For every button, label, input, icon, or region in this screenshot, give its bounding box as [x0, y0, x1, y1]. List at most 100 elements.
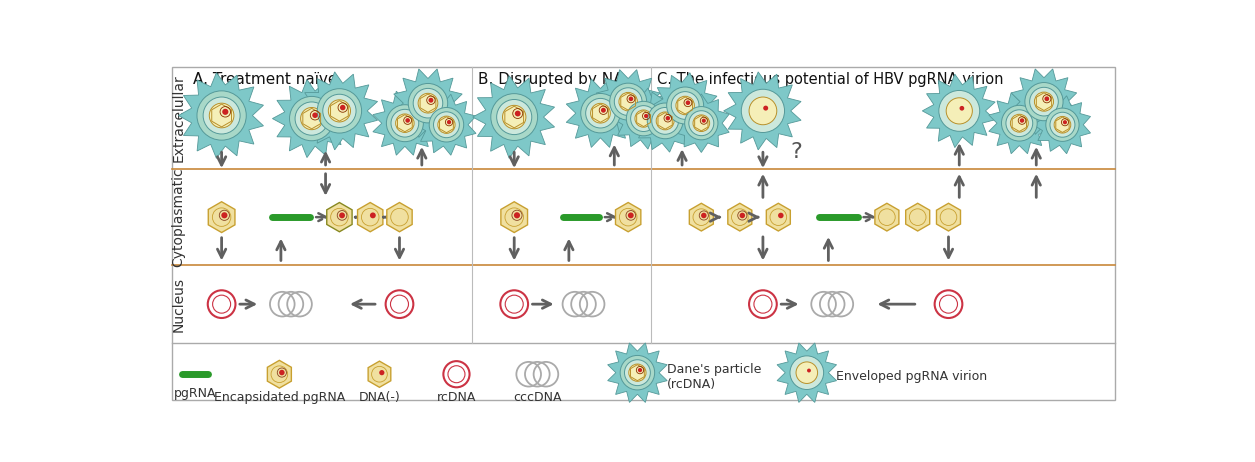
- Circle shape: [635, 110, 653, 127]
- Polygon shape: [473, 76, 555, 158]
- Polygon shape: [906, 203, 930, 231]
- Polygon shape: [178, 73, 264, 158]
- Polygon shape: [368, 361, 390, 387]
- Circle shape: [312, 112, 318, 118]
- Circle shape: [491, 94, 537, 140]
- Circle shape: [693, 115, 709, 132]
- Circle shape: [387, 105, 423, 142]
- Circle shape: [666, 87, 704, 124]
- Circle shape: [749, 97, 777, 125]
- Circle shape: [429, 108, 463, 142]
- Circle shape: [323, 94, 356, 128]
- Polygon shape: [1033, 96, 1091, 154]
- Circle shape: [630, 106, 656, 132]
- Text: Cytoplasmatic: Cytoplasmatic: [172, 167, 186, 267]
- Text: Encapsidated pgRNA: Encapsidated pgRNA: [213, 391, 345, 404]
- Polygon shape: [612, 88, 673, 149]
- Text: cccDNA: cccDNA: [513, 391, 561, 404]
- Polygon shape: [653, 73, 717, 138]
- Polygon shape: [373, 91, 437, 155]
- Circle shape: [295, 102, 329, 135]
- Circle shape: [1054, 116, 1071, 133]
- Circle shape: [290, 97, 334, 141]
- Polygon shape: [936, 203, 960, 231]
- Circle shape: [796, 362, 817, 383]
- Text: B. Disrupted by NA: B. Disrupted by NA: [478, 72, 624, 86]
- Circle shape: [644, 114, 649, 118]
- Circle shape: [671, 91, 699, 119]
- Circle shape: [610, 83, 646, 120]
- Circle shape: [789, 356, 823, 389]
- Circle shape: [418, 93, 438, 113]
- Circle shape: [497, 99, 532, 134]
- Polygon shape: [566, 79, 635, 147]
- Polygon shape: [728, 203, 752, 231]
- Polygon shape: [208, 202, 235, 232]
- Circle shape: [408, 84, 448, 123]
- Circle shape: [329, 100, 350, 122]
- Polygon shape: [607, 343, 668, 402]
- Circle shape: [676, 96, 694, 115]
- Polygon shape: [989, 93, 1050, 154]
- Circle shape: [438, 116, 456, 134]
- Circle shape: [629, 97, 634, 101]
- Circle shape: [620, 355, 655, 390]
- Polygon shape: [501, 202, 527, 232]
- Circle shape: [203, 97, 240, 134]
- Polygon shape: [689, 203, 713, 231]
- Circle shape: [685, 107, 718, 140]
- Circle shape: [210, 103, 233, 128]
- Text: Extracelullar: Extracelullar: [172, 74, 186, 162]
- Circle shape: [413, 88, 443, 118]
- Circle shape: [638, 368, 643, 372]
- Circle shape: [625, 360, 650, 386]
- Circle shape: [946, 98, 973, 124]
- Circle shape: [221, 212, 227, 219]
- Circle shape: [648, 103, 683, 139]
- Circle shape: [379, 370, 384, 375]
- Circle shape: [447, 120, 452, 124]
- Circle shape: [939, 91, 980, 131]
- Circle shape: [502, 105, 526, 129]
- Circle shape: [626, 101, 661, 136]
- Circle shape: [197, 91, 246, 140]
- Circle shape: [340, 105, 345, 110]
- Polygon shape: [634, 90, 695, 152]
- Circle shape: [651, 108, 679, 134]
- Circle shape: [960, 106, 964, 110]
- Circle shape: [614, 88, 643, 116]
- Circle shape: [513, 212, 520, 219]
- Polygon shape: [767, 203, 791, 231]
- Circle shape: [807, 369, 811, 372]
- Circle shape: [1029, 87, 1058, 116]
- Circle shape: [1034, 92, 1053, 111]
- Circle shape: [763, 106, 768, 110]
- Text: pgRNA: pgRNA: [173, 387, 216, 400]
- Circle shape: [301, 108, 323, 130]
- Circle shape: [665, 116, 670, 121]
- Circle shape: [685, 100, 690, 105]
- Circle shape: [581, 93, 620, 133]
- Text: Enveloped pgRNA virion: Enveloped pgRNA virion: [836, 370, 988, 383]
- Circle shape: [428, 98, 433, 103]
- Circle shape: [1007, 110, 1033, 137]
- Circle shape: [656, 112, 674, 130]
- Circle shape: [395, 114, 414, 133]
- Polygon shape: [358, 202, 383, 232]
- Text: A. Treatment naïve: A. Treatment naïve: [193, 72, 338, 86]
- Polygon shape: [615, 202, 641, 232]
- Polygon shape: [1012, 69, 1077, 134]
- Polygon shape: [596, 70, 660, 134]
- Polygon shape: [875, 203, 899, 231]
- Polygon shape: [326, 202, 353, 232]
- Circle shape: [1025, 83, 1063, 121]
- Circle shape: [1050, 112, 1076, 137]
- Circle shape: [515, 110, 521, 116]
- Polygon shape: [922, 74, 995, 147]
- Circle shape: [601, 108, 606, 113]
- Polygon shape: [300, 72, 378, 150]
- Circle shape: [742, 89, 784, 133]
- Circle shape: [1045, 108, 1079, 141]
- Text: Nucleus: Nucleus: [172, 277, 186, 332]
- Circle shape: [222, 109, 228, 115]
